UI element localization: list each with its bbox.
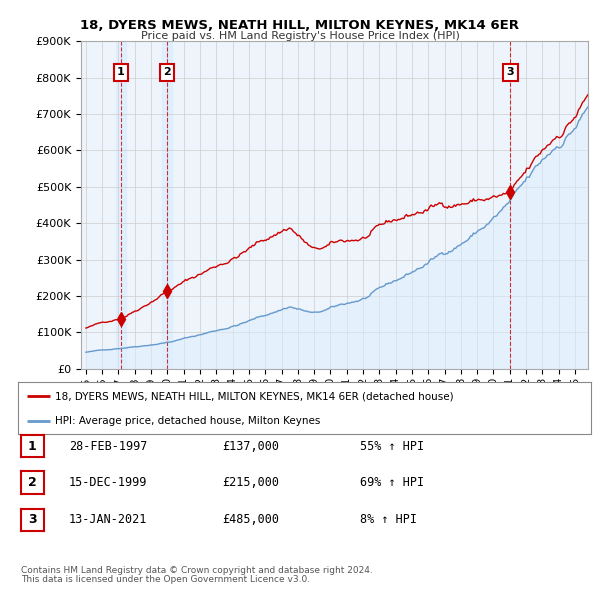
Text: 18, DYERS MEWS, NEATH HILL, MILTON KEYNES, MK14 6ER: 18, DYERS MEWS, NEATH HILL, MILTON KEYNE…	[80, 19, 520, 32]
Text: 1: 1	[117, 67, 125, 77]
Text: 2: 2	[163, 67, 170, 77]
Text: £137,000: £137,000	[222, 440, 279, 453]
Text: This data is licensed under the Open Government Licence v3.0.: This data is licensed under the Open Gov…	[21, 575, 310, 584]
Text: 3: 3	[28, 513, 37, 526]
Text: HPI: Average price, detached house, Milton Keynes: HPI: Average price, detached house, Milt…	[55, 416, 320, 425]
Text: Contains HM Land Registry data © Crown copyright and database right 2024.: Contains HM Land Registry data © Crown c…	[21, 566, 373, 575]
Text: Price paid vs. HM Land Registry's House Price Index (HPI): Price paid vs. HM Land Registry's House …	[140, 31, 460, 41]
Text: 8% ↑ HPI: 8% ↑ HPI	[360, 513, 417, 526]
Text: 18, DYERS MEWS, NEATH HILL, MILTON KEYNES, MK14 6ER (detached house): 18, DYERS MEWS, NEATH HILL, MILTON KEYNE…	[55, 391, 454, 401]
Text: 69% ↑ HPI: 69% ↑ HPI	[360, 476, 424, 489]
Text: 2: 2	[28, 476, 37, 489]
Text: £485,000: £485,000	[222, 513, 279, 526]
Text: 13-JAN-2021: 13-JAN-2021	[69, 513, 148, 526]
Text: 28-FEB-1997: 28-FEB-1997	[69, 440, 148, 453]
Bar	[162, 41, 172, 369]
Bar	[116, 41, 126, 369]
Text: 15-DEC-1999: 15-DEC-1999	[69, 476, 148, 489]
Text: 1: 1	[28, 440, 37, 453]
Text: 3: 3	[506, 67, 514, 77]
Text: £215,000: £215,000	[222, 476, 279, 489]
Text: 55% ↑ HPI: 55% ↑ HPI	[360, 440, 424, 453]
